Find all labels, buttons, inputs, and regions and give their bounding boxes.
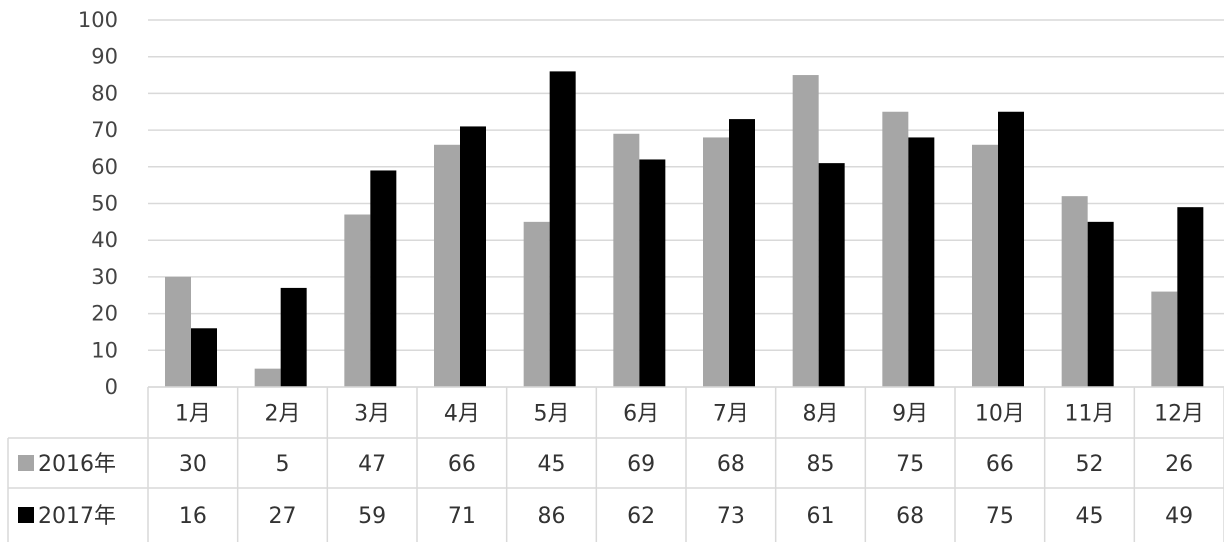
data-label: 66 xyxy=(448,452,476,477)
x-tick-label: 3月 xyxy=(354,402,390,427)
bar xyxy=(703,137,729,387)
bar xyxy=(639,159,666,387)
y-tick-label: 100 xyxy=(78,8,118,32)
bar xyxy=(818,163,845,387)
bar xyxy=(370,170,397,387)
y-tick-label: 10 xyxy=(91,338,118,362)
x-tick-label: 5月 xyxy=(534,402,570,427)
x-tick-label: 2月 xyxy=(265,402,301,427)
bar xyxy=(729,119,755,387)
data-label: 73 xyxy=(717,504,745,529)
y-tick-label: 30 xyxy=(91,265,118,289)
data-label: 75 xyxy=(896,452,924,477)
x-tick-label: 4月 xyxy=(444,402,480,427)
x-tick-label: 10月 xyxy=(975,402,1025,427)
data-label: 45 xyxy=(1076,504,1104,529)
data-label: 16 xyxy=(179,504,207,529)
data-label: 59 xyxy=(358,504,386,529)
data-label: 62 xyxy=(627,504,655,529)
data-label: 52 xyxy=(1076,452,1104,477)
data-label: 68 xyxy=(896,504,924,529)
data-label: 30 xyxy=(179,452,207,477)
y-tick-label: 40 xyxy=(91,228,118,252)
x-tick-label: 6月 xyxy=(623,402,659,427)
data-label: 69 xyxy=(627,452,655,477)
data-label: 49 xyxy=(1165,504,1193,529)
bar xyxy=(165,276,191,387)
bar xyxy=(1087,221,1114,387)
y-tick-label: 70 xyxy=(91,118,118,142)
bar xyxy=(254,368,281,387)
data-label: 61 xyxy=(807,504,835,529)
bar xyxy=(434,144,460,387)
bar xyxy=(523,221,550,387)
y-tick-label: 80 xyxy=(91,81,118,105)
data-table: 1月 2月 3月 4月 5月 6月 7月 8月 9月 10月 11月 12月 2016年 30 5 47 66 4… xyxy=(7,386,1224,542)
data-label: 45 xyxy=(538,452,566,477)
data-label: 75 xyxy=(986,504,1014,529)
legend-swatch xyxy=(18,455,34,471)
data-label: 27 xyxy=(269,504,297,529)
data-label: 26 xyxy=(1165,452,1193,477)
bar xyxy=(908,137,935,387)
bar xyxy=(1177,207,1204,387)
bar xyxy=(882,111,909,387)
data-label: 68 xyxy=(717,452,745,477)
data-label: 47 xyxy=(358,452,386,477)
x-tick-label: 1月 xyxy=(175,402,211,427)
x-tick-label: 11月 xyxy=(1065,402,1115,427)
legend-label: 2016年 xyxy=(38,452,116,477)
data-label: 66 xyxy=(986,452,1014,477)
x-tick-label: 9月 xyxy=(892,402,928,427)
bar xyxy=(998,111,1024,387)
bar xyxy=(191,328,217,387)
data-label: 5 xyxy=(276,452,290,477)
x-tick-label: 7月 xyxy=(713,402,749,427)
data-label: 85 xyxy=(807,452,835,477)
bar xyxy=(972,144,998,387)
bar xyxy=(344,214,371,387)
bar xyxy=(792,75,819,388)
x-tick-label: 12月 xyxy=(1154,402,1204,427)
legend-swatch xyxy=(18,507,34,523)
y-tick-label: 20 xyxy=(91,302,118,326)
y-tick-label: 90 xyxy=(91,45,118,69)
bar xyxy=(1151,291,1178,387)
data-label: 71 xyxy=(448,504,476,529)
legend-label: 2017年 xyxy=(38,504,116,529)
bar xyxy=(549,71,576,387)
y-tick-label: 60 xyxy=(91,155,118,179)
x-tick-label: 8月 xyxy=(803,402,839,427)
y-tick-label: 0 xyxy=(105,375,118,399)
bars xyxy=(165,71,1204,388)
bar xyxy=(613,133,640,387)
y-axis-ticks: 0 10 20 30 40 50 60 70 80 90 100 xyxy=(78,8,118,399)
data-label: 86 xyxy=(538,504,566,529)
bar xyxy=(460,126,486,388)
bar xyxy=(1061,196,1088,387)
y-tick-label: 50 xyxy=(91,192,118,216)
gridlines xyxy=(148,19,1224,388)
bar xyxy=(280,287,307,387)
